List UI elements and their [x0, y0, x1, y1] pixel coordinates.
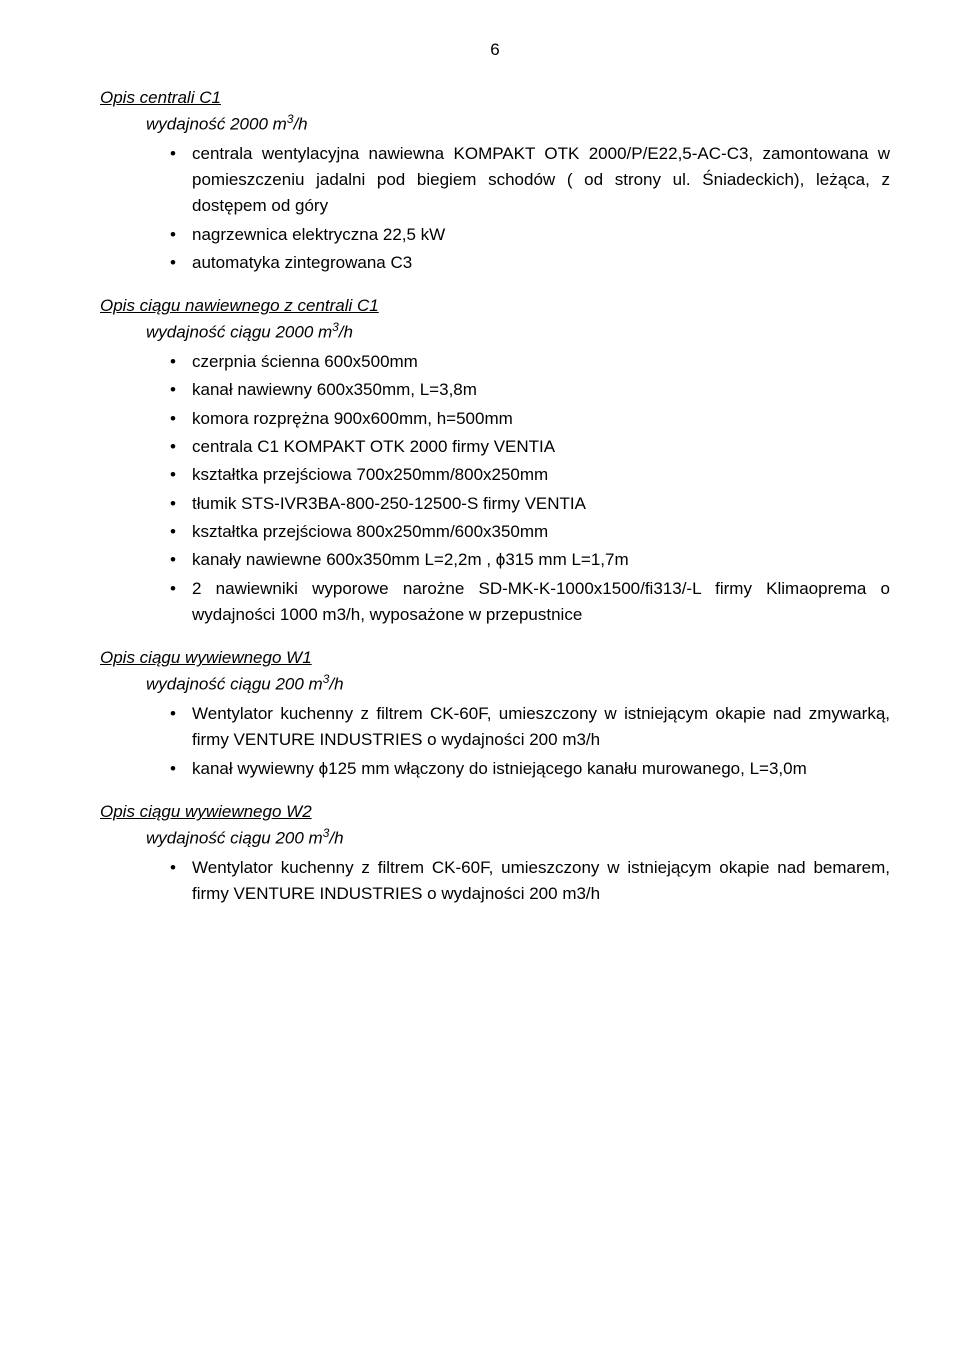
list-item: kształtka przejściowa 700x250mm/800x250m…	[192, 462, 890, 488]
list-item: centrala C1 KOMPAKT OTK 2000 firmy VENTI…	[192, 434, 890, 460]
section-title: Opis ciągu nawiewnego z centrali C1	[100, 296, 890, 316]
subtitle-suffix: /h	[293, 115, 307, 134]
subtitle-suffix: /h	[329, 675, 343, 694]
bullet-list: Wentylator kuchenny z filtrem CK-60F, um…	[100, 855, 890, 908]
list-item: czerpnia ścienna 600x500mm	[192, 349, 890, 375]
section-title: Opis ciągu wywiewnego W2	[100, 802, 890, 822]
subtitle-prefix: wydajność ciągu 200 m	[146, 675, 323, 694]
bullet-list: Wentylator kuchenny z filtrem CK-60F, um…	[100, 701, 890, 782]
list-item: Wentylator kuchenny z filtrem CK-60F, um…	[192, 855, 890, 908]
section-title: Opis centrali C1	[100, 88, 890, 108]
bullet-list: centrala wentylacyjna nawiewna KOMPAKT O…	[100, 141, 890, 277]
list-item: 2 nawiewniki wyporowe narożne SD-MK-K-10…	[192, 576, 890, 629]
subtitle-suffix: /h	[339, 323, 353, 342]
section-subtitle: wydajność 2000 m3/h	[146, 112, 890, 135]
subtitle-suffix: /h	[329, 829, 343, 848]
list-item: nagrzewnica elektryczna 22,5 kW	[192, 222, 890, 248]
subtitle-prefix: wydajność ciągu 200 m	[146, 829, 323, 848]
document-page: 6 Opis centrali C1 wydajność 2000 m3/h c…	[0, 0, 960, 1371]
bullet-list: czerpnia ścienna 600x500mm kanał nawiewn…	[100, 349, 890, 628]
list-item: kształtka przejściowa 800x250mm/600x350m…	[192, 519, 890, 545]
list-item: Wentylator kuchenny z filtrem CK-60F, um…	[192, 701, 890, 754]
list-item: centrala wentylacyjna nawiewna KOMPAKT O…	[192, 141, 890, 220]
list-item: kanał wywiewny ϕ125 mm włączony do istni…	[192, 756, 890, 782]
list-item: kanały nawiewne 600x350mm L=2,2m , ϕ315 …	[192, 547, 890, 573]
list-item: tłumik STS-IVR3BA-800-250-12500-S firmy …	[192, 491, 890, 517]
list-item: komora rozprężna 900x600mm, h=500mm	[192, 406, 890, 432]
subtitle-prefix: wydajność ciągu 2000 m	[146, 323, 332, 342]
list-item: automatyka zintegrowana C3	[192, 250, 890, 276]
section-subtitle: wydajność ciągu 2000 m3/h	[146, 320, 890, 343]
subtitle-sup: 3	[332, 320, 339, 334]
page-number: 6	[100, 40, 890, 60]
section-subtitle: wydajność ciągu 200 m3/h	[146, 672, 890, 695]
section-subtitle: wydajność ciągu 200 m3/h	[146, 826, 890, 849]
section-title: Opis ciągu wywiewnego W1	[100, 648, 890, 668]
subtitle-prefix: wydajność 2000 m	[146, 115, 287, 134]
list-item: kanał nawiewny 600x350mm, L=3,8m	[192, 377, 890, 403]
